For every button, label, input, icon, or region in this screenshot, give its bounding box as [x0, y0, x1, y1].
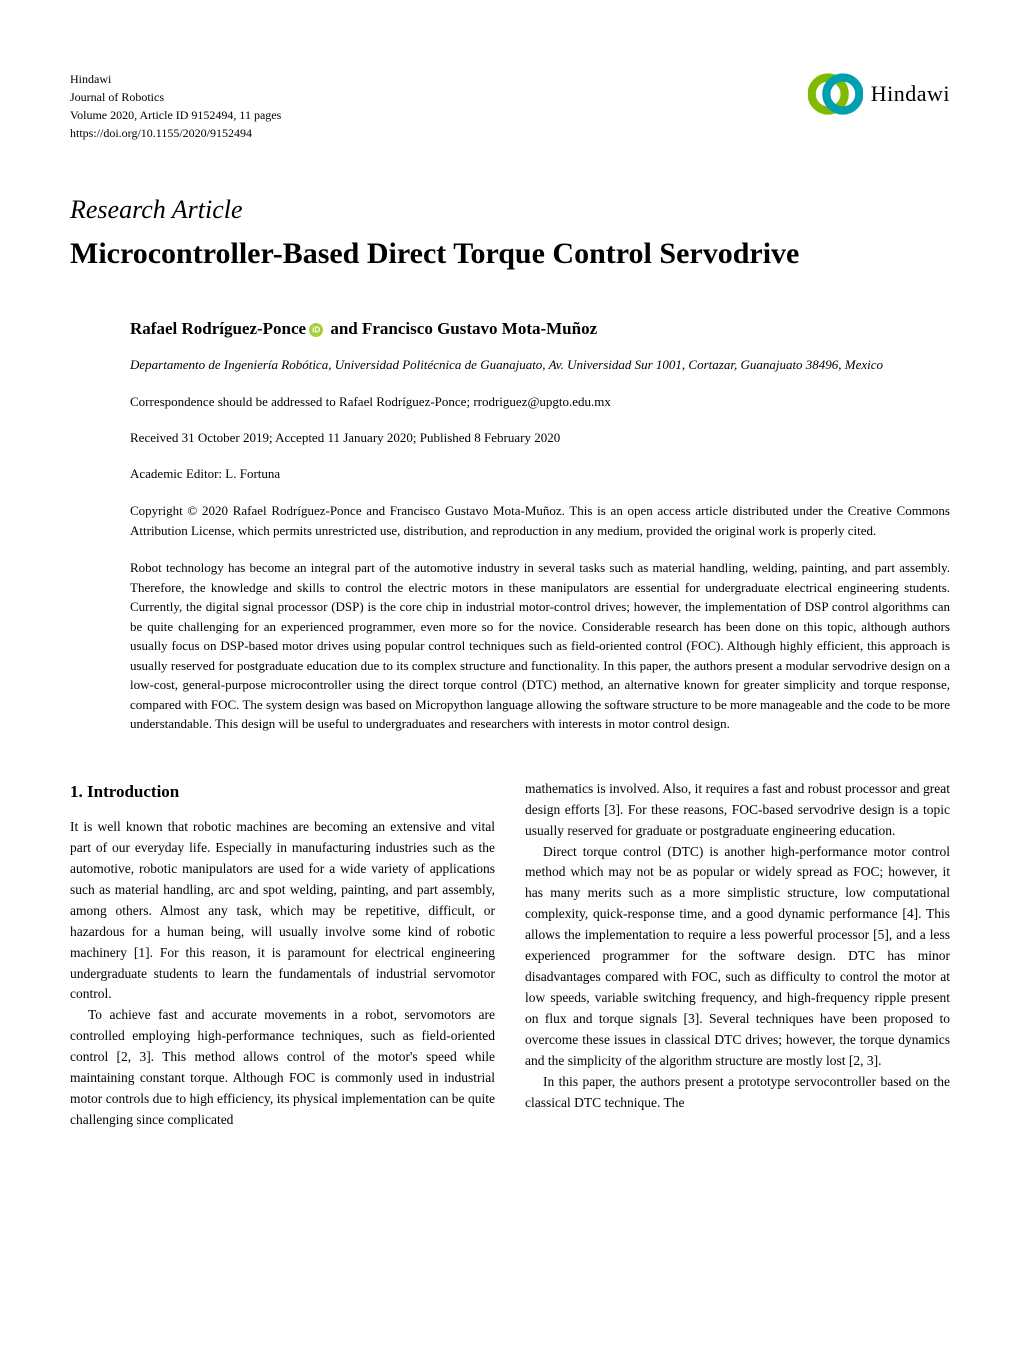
journal-info: Hindawi Journal of Robotics Volume 2020,…: [70, 70, 281, 142]
correspondence: Correspondence should be addressed to Ra…: [130, 393, 950, 411]
publication-dates: Received 31 October 2019; Accepted 11 Ja…: [130, 429, 950, 447]
body-paragraph: It is well known that robotic machines a…: [70, 817, 495, 1005]
header-section: Hindawi Journal of Robotics Volume 2020,…: [70, 70, 950, 142]
body-paragraph: mathematics is involved. Also, it requir…: [525, 779, 950, 842]
orcid-icon[interactable]: [309, 323, 323, 337]
section-heading: 1. Introduction: [70, 779, 495, 805]
abstract: Robot technology has become an integral …: [130, 558, 950, 734]
copyright-notice: Copyright © 2020 Rafael Rodríguez-Ponce …: [130, 501, 950, 540]
body-paragraph: Direct torque control (DTC) is another h…: [525, 842, 950, 1072]
affiliation: Departamento de Ingeniería Robótica, Uni…: [130, 355, 950, 375]
author-primary: Rafael Rodríguez-Ponce: [130, 319, 306, 338]
hindawi-logo-icon: [808, 70, 863, 118]
article-type: Research Article: [70, 192, 950, 228]
article-title: Microcontroller-Based Direct Torque Cont…: [70, 236, 950, 272]
doi-link[interactable]: https://doi.org/10.1155/2020/9152494: [70, 124, 281, 142]
publisher-name: Hindawi: [70, 70, 281, 88]
author-secondary: and Francisco Gustavo Mota-Muñoz: [326, 319, 597, 338]
publisher-logo: Hindawi: [808, 70, 950, 118]
left-column: 1. Introduction It is well known that ro…: [70, 779, 495, 1131]
body-paragraph: In this paper, the authors present a pro…: [525, 1072, 950, 1114]
body-paragraph: To achieve fast and accurate movements i…: [70, 1005, 495, 1131]
hindawi-logo-text: Hindawi: [871, 79, 950, 110]
authors: Rafael Rodríguez-Ponce and Francisco Gus…: [130, 317, 950, 341]
right-column: mathematics is involved. Also, it requir…: [525, 779, 950, 1131]
volume-info: Volume 2020, Article ID 9152494, 11 page…: [70, 106, 281, 124]
academic-editor: Academic Editor: L. Fortuna: [130, 465, 950, 483]
journal-name: Journal of Robotics: [70, 88, 281, 106]
body-columns: 1. Introduction It is well known that ro…: [70, 779, 950, 1131]
